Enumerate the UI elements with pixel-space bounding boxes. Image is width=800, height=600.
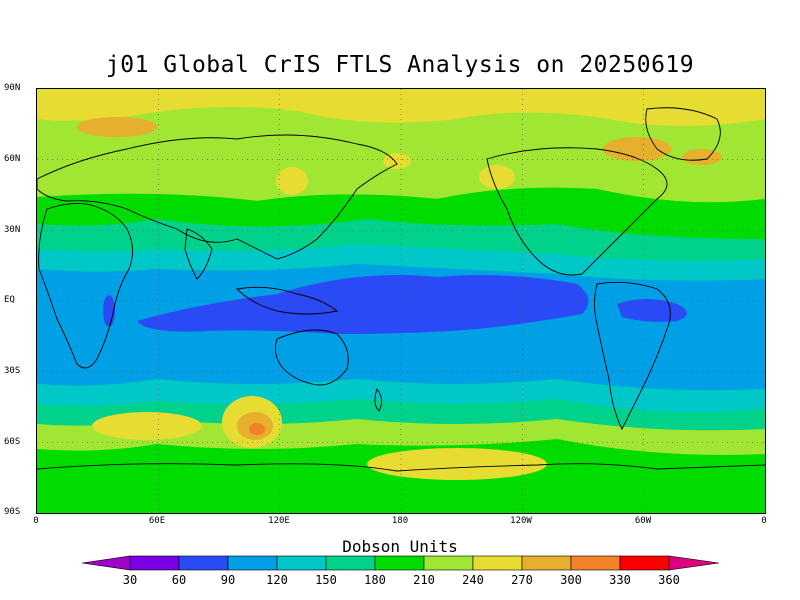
colorbar-cell: [276, 555, 327, 571]
coast-greenland: [645, 107, 721, 161]
band-antarctic-green: [37, 479, 765, 513]
coast-indonesia: [236, 286, 339, 315]
lat-label-30n: 30N: [4, 225, 21, 235]
colorbar-cells: [81, 555, 720, 571]
coast-new-zealand: [374, 388, 382, 412]
lon-label-0-east: 0: [761, 516, 767, 526]
patch-deep-blue-pacific: [137, 275, 589, 334]
lat-label-60s: 60S: [4, 437, 21, 447]
colorbar-cell: [472, 555, 523, 571]
colorbar-title: Dobson Units: [342, 537, 458, 556]
lat-label-90s: 90S: [4, 507, 21, 517]
patch-yellow-bering: [383, 153, 411, 169]
lat-label-60n: 60N: [4, 154, 21, 164]
colorbar-cell: [619, 555, 670, 571]
coast-antarctica: [37, 463, 765, 472]
band-north-light-green: [37, 89, 765, 203]
colorbar-cell: [423, 555, 474, 571]
band-north-yellow: [37, 89, 765, 127]
colorbar-cell: [227, 555, 278, 571]
colorbar-cell: [374, 555, 425, 571]
colorbar-max-triangle: [668, 555, 720, 571]
lat-label-30s: 30S: [4, 366, 21, 376]
colorbar-cell: [325, 555, 376, 571]
colorbar-tick-label: 90: [220, 573, 236, 587]
graticule: [37, 89, 765, 513]
colorbar-tick-label: 300: [560, 573, 582, 587]
coast-india: [184, 228, 213, 280]
patch-orange-arctic-west: [77, 117, 157, 137]
coast-australia: [274, 329, 349, 386]
patch-red-orange-south-indian: [249, 423, 265, 435]
ozone-map: [36, 88, 766, 514]
coast-south-america: [594, 281, 671, 431]
patch-yellow-south-atlantic: [92, 412, 202, 440]
colorbar-tick-label: 270: [511, 573, 533, 587]
patch-yellow-alaska: [479, 165, 515, 189]
lon-label-60w: 60W: [634, 516, 652, 526]
coast-north-america: [486, 147, 668, 276]
colorbar-tick-label: 330: [609, 573, 631, 587]
band-north-green: [37, 187, 765, 239]
band-south-light-green: [37, 419, 765, 455]
patch-orange-arctic-east: [603, 137, 671, 161]
colorbar-tick-label: 150: [315, 573, 337, 587]
map-title: j01 Global CrIS FTLS Analysis on 2025061…: [105, 52, 695, 78]
colorbar-cell: [129, 555, 180, 571]
colorbar-tick-label: 120: [266, 573, 288, 587]
colorbar-tick-label: 60: [171, 573, 187, 587]
patch-orange-greenland: [682, 149, 722, 165]
patch-deep-blue-amazon: [617, 299, 687, 322]
coast-eurasia: [37, 134, 398, 260]
band-north-cyan: [37, 244, 765, 281]
colorbar-cell: [178, 555, 229, 571]
lon-label-120e: 120E: [268, 516, 290, 526]
colorbar-cell: [521, 555, 572, 571]
lon-label-60e: 60E: [148, 516, 166, 526]
colorbar-tick-label: 240: [462, 573, 484, 587]
coast-africa: [38, 203, 133, 369]
colorbar-tick-label: 30: [122, 573, 138, 587]
lat-label-eq: EQ: [4, 295, 15, 305]
lon-label-180: 180: [391, 516, 409, 526]
colorbar-min-triangle: [81, 555, 131, 571]
coastlines: [37, 107, 765, 472]
patch-yellow-siberia: [276, 167, 308, 195]
band-south-cyan: [37, 379, 765, 413]
colorbar-tick-label: 360: [658, 573, 680, 587]
lon-label-0-west: 0: [33, 516, 39, 526]
colorbar-cell: [570, 555, 621, 571]
colorbar-tick-label: 210: [413, 573, 435, 587]
lat-label-90n: 90N: [4, 83, 21, 93]
lon-label-120w: 120W: [510, 516, 532, 526]
ozone-field-svg: [37, 89, 765, 513]
colorbar-tick-label: 180: [364, 573, 386, 587]
colorbar: [81, 555, 720, 571]
patch-yellow-south-pacific: [367, 448, 547, 480]
